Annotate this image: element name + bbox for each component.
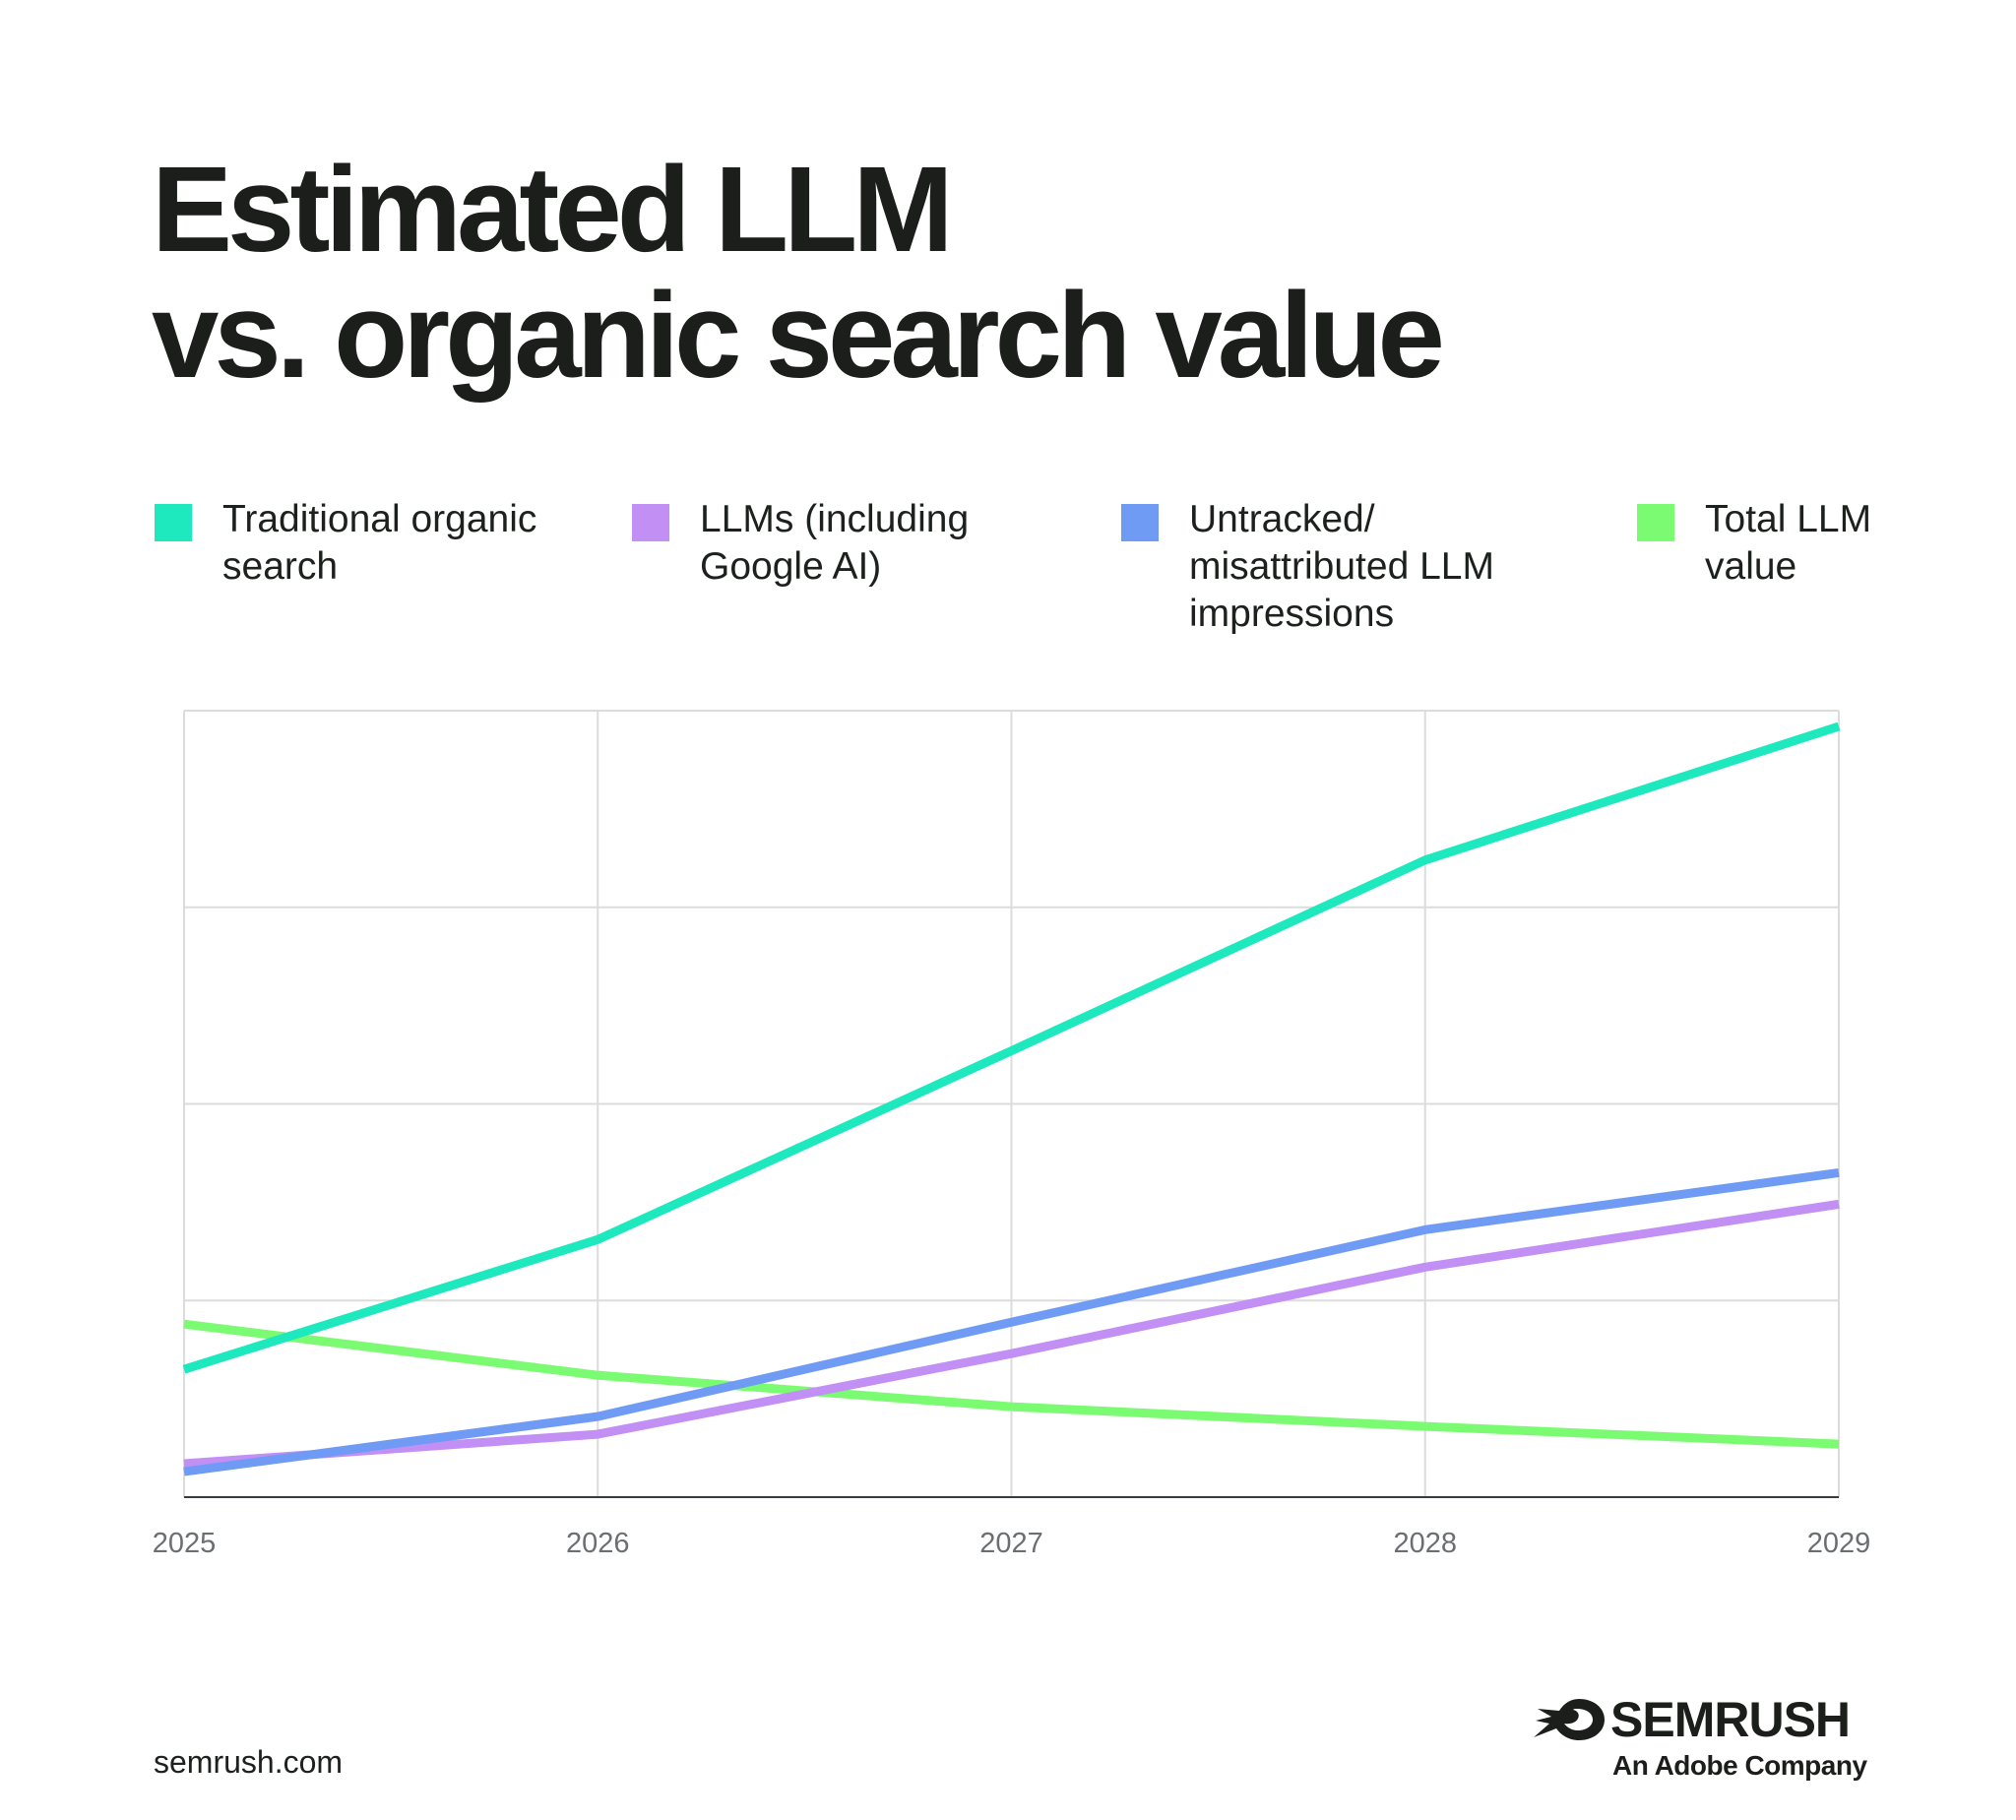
x-tick-label-2029: 2029 — [1807, 1528, 1871, 1559]
series-line-total-llm-value — [183, 1319, 1840, 1449]
semrush-logo: SEMRUSH An Adobe Company — [1532, 1693, 1886, 1791]
footer-url: semrush.com — [154, 1744, 344, 1780]
series-line-llms — [183, 1199, 1840, 1469]
x-tick-label-2026: 2026 — [566, 1528, 630, 1559]
legend-label-llms: LLMs (including Google AI) — [700, 498, 970, 588]
brand-tagline: An Adobe Company — [1612, 1750, 1867, 1781]
chart-title-line-2: vs. organic search value — [152, 269, 1445, 404]
legend-item-untracked-llm-impressions: Untracked/ misattributed LLM impressions — [1121, 496, 1514, 638]
semrush-flame-icon — [1534, 1699, 1605, 1740]
series-line-traditional-organic-search — [182, 722, 1841, 1374]
legend-swatch-untracked-llm-impressions — [1121, 504, 1159, 541]
legend-label-untracked-llm-impressions: Untracked/ misattributed LLM impressions — [1189, 498, 1494, 635]
chart-title: Estimated LLM vs. organic search value — [152, 143, 1445, 404]
legend-label-total-llm-value: Total LLM value — [1705, 498, 1872, 588]
legend-label-traditional-organic-search: Traditional organic search — [222, 498, 537, 588]
legend-item-traditional-organic-search: Traditional organic search — [155, 496, 537, 591]
legend-item-total-llm-value: Total LLM value — [1637, 496, 1902, 591]
chart-title-line-1: Estimated LLM — [152, 143, 954, 278]
x-tick-label-2027: 2027 — [979, 1528, 1043, 1559]
x-tick-label-2028: 2028 — [1393, 1528, 1457, 1559]
legend-swatch-llms — [632, 504, 669, 541]
legend-swatch-total-llm-value — [1637, 504, 1674, 541]
line-chart: 2025 2026 2027 2028 2029 — [153, 710, 1871, 1559]
series-line-untracked-llm-impressions — [183, 1167, 1840, 1476]
brand-name: SEMRUSH — [1610, 1692, 1851, 1747]
legend-item-llms: LLMs (including Google AI) — [632, 496, 1025, 591]
x-tick-label-2025: 2025 — [153, 1528, 217, 1559]
legend-swatch-traditional-organic-search — [155, 504, 192, 541]
